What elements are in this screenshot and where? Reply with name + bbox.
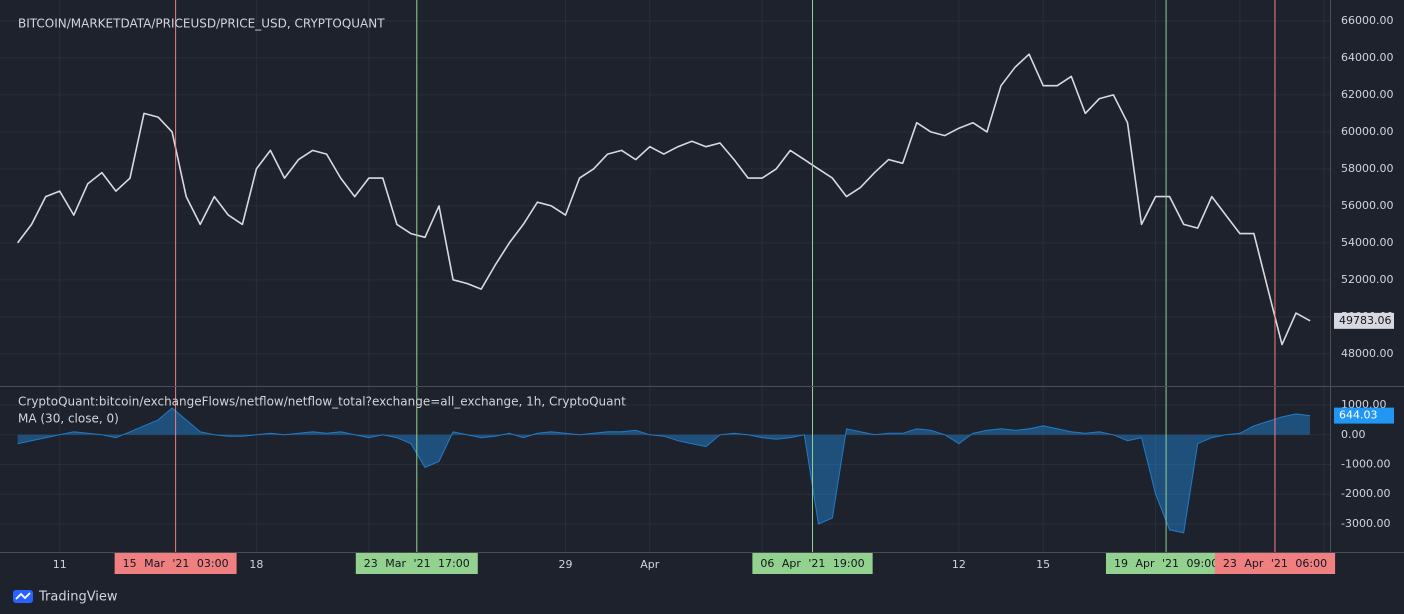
- price-line: [16, 53, 1311, 346]
- marker-label: 23 Apr '21 06:00: [1223, 557, 1327, 570]
- netflow-line: [17, 407, 1311, 534]
- y2-tick-label: -1000.00: [1341, 457, 1390, 470]
- logo-glyph: [15, 592, 31, 600]
- last-value-label: 49783.06: [1339, 314, 1392, 327]
- x-tick-label: 12: [952, 558, 966, 571]
- watermark: TradingView: [38, 590, 118, 605]
- y-tick-label: 56000.00: [1341, 199, 1394, 212]
- x-tick-label: Apr: [640, 558, 660, 571]
- marker-label-box: [752, 553, 873, 574]
- y-tick-label: 48000.00: [1341, 347, 1394, 360]
- series-title: BITCOIN/MARKETDATA/PRICEUSD/PRICE_USD, C…: [18, 17, 385, 31]
- marker-label: 23 Mar '21 17:00: [364, 557, 470, 570]
- marker-label-box: [1214, 553, 1336, 574]
- y-tick-label: 52000.00: [1341, 273, 1394, 286]
- marker-label: 19 Apr '21 09:00: [1114, 557, 1218, 570]
- y-tick-label: 54000.00: [1341, 236, 1394, 249]
- indicator-study: MA (30, close, 0): [18, 412, 119, 426]
- y-tick-label: 64000.00: [1341, 51, 1394, 64]
- label-layer: 48000.0050000.0052000.0054000.0056000.00…: [53, 14, 1394, 574]
- y2-tick-label: 0.00: [1341, 428, 1366, 441]
- y2-tick-label: -3000.00: [1341, 517, 1390, 530]
- marker-label-box: [1105, 553, 1227, 574]
- x-tick-label: 11: [53, 558, 67, 571]
- last-value-box: [1334, 407, 1394, 424]
- x-tick-label: 15: [1036, 558, 1050, 571]
- y2-tick-label: -2000.00: [1341, 487, 1390, 500]
- logo: TradingView: [13, 590, 118, 605]
- y-tick-label: 66000.00: [1341, 14, 1394, 27]
- plot-layer: [16, 0, 1311, 552]
- marker-label: 15 Mar '21 03:00: [123, 557, 229, 570]
- y-tick-label: 60000.00: [1341, 125, 1394, 138]
- x-tick-label: 18: [249, 558, 263, 571]
- marker-label-box: [355, 553, 478, 574]
- indicator-title: CryptoQuant:bitcoin/exchangeFlows/netflo…: [18, 395, 626, 409]
- y-tick-label: 62000.00: [1341, 88, 1394, 101]
- last-value-label: 644.03: [1339, 409, 1378, 422]
- netflow-area: [17, 408, 1311, 533]
- grid-layer: [0, 0, 1330, 552]
- y-tick-label: 58000.00: [1341, 162, 1394, 175]
- marker-label-box: [114, 553, 237, 574]
- last-value-box: [1334, 312, 1394, 329]
- marker-label: 06 Apr '21 19:00: [760, 557, 864, 570]
- x-tick-label: 29: [558, 558, 572, 571]
